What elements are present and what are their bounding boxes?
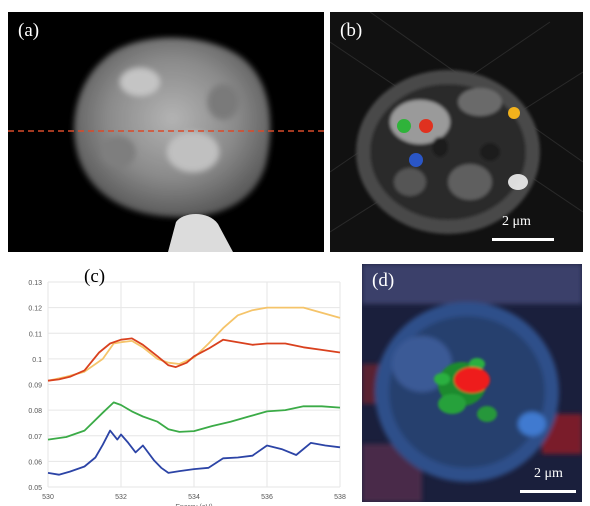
panel-c: 0.13 0.12 0.11 0.1 0.09 0.08 0.07 0.06 0.05 530 53… <box>8 262 353 506</box>
panel-d: (d) 2 μm <box>362 264 582 502</box>
y-tick-label: 0.05 <box>28 485 42 492</box>
panel-b-image <box>330 12 583 252</box>
x-tick-label: 532 <box>115 494 127 501</box>
panel-a-label: (a) <box>18 20 40 41</box>
panel-b-label: (b) <box>340 20 363 41</box>
y-tick-label: 0.13 <box>28 280 42 287</box>
y-tick-label: 0.08 <box>28 408 42 415</box>
x-tick-label: 534 <box>188 494 200 501</box>
panel-d-label: (d) <box>372 270 395 291</box>
x-tick-label: 538 <box>334 494 346 501</box>
marker-red <box>419 119 433 133</box>
marker-green <box>397 119 411 133</box>
marker-orange <box>508 107 520 119</box>
panel-b-scale-text: 2 μm <box>502 214 531 229</box>
y-tick-label: 0.06 <box>28 459 42 466</box>
series-line-2 <box>47 337 341 382</box>
x-axis-label: Energy (eV) <box>175 504 212 506</box>
y-tick-label: 0.12 <box>28 306 42 313</box>
x-tick-label: 530 <box>42 494 54 501</box>
y-tick-label: 0.09 <box>28 383 42 390</box>
y-tick-label: 0.11 <box>29 331 42 338</box>
panel-b: (b) 2 μm <box>330 12 583 252</box>
panel-d-image <box>362 264 582 502</box>
panel-a-image <box>8 12 324 252</box>
x-tick-label: 536 <box>261 494 273 501</box>
series-line-4 <box>47 429 341 476</box>
panel-c-label: (c) <box>84 266 106 287</box>
panel-d-scale-text: 2 μm <box>534 466 563 481</box>
series-line-3 <box>47 401 341 441</box>
series-line-1 <box>47 306 341 382</box>
panel-d-scale-bar <box>520 490 576 493</box>
y-tick-label: 0.07 <box>28 434 42 441</box>
marker-blue <box>409 153 423 167</box>
panel-a: (a) <box>8 12 324 252</box>
panel-b-scale-bar <box>492 238 554 241</box>
y-tick-label: 0.1 <box>32 357 42 364</box>
